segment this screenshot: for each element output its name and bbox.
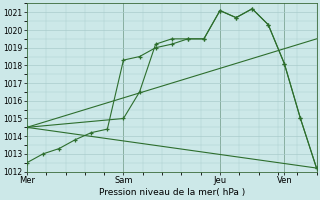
X-axis label: Pression niveau de la mer( hPa ): Pression niveau de la mer( hPa ) xyxy=(99,188,245,197)
